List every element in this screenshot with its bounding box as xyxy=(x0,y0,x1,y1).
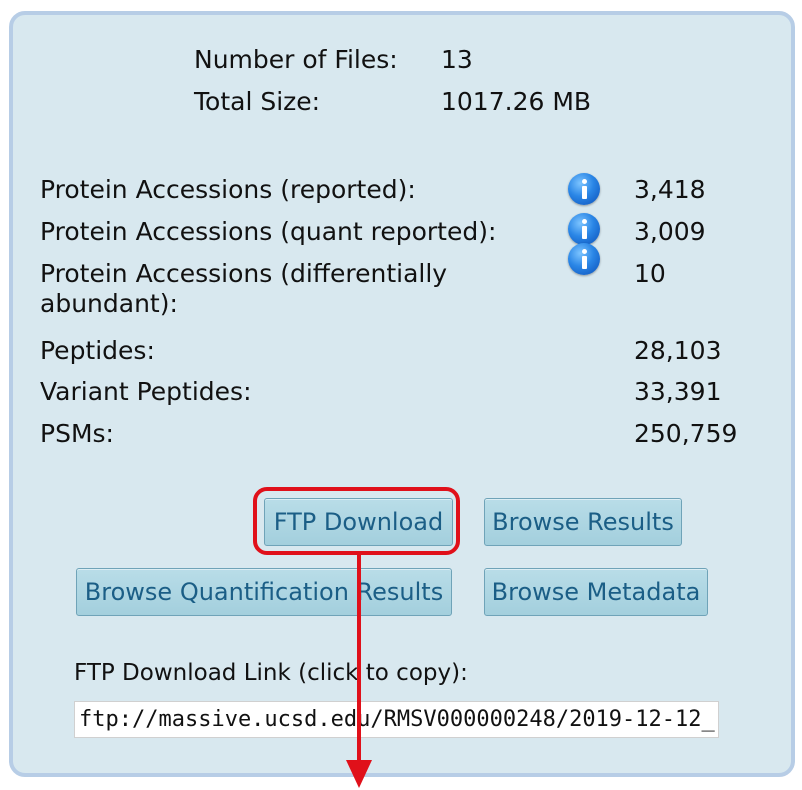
annotation-arrow-shaft xyxy=(357,552,361,762)
info-icon[interactable] xyxy=(568,173,600,205)
annotation-arrow-head xyxy=(346,760,372,788)
stat-value-protein-diff: 10 xyxy=(634,259,666,288)
ftp-link-field[interactable]: ftp://massive.ucsd.edu/RMSV000000248/201… xyxy=(74,701,719,738)
browse-quantification-results-button[interactable]: Browse Quantification Results xyxy=(76,568,452,616)
stat-label-psms: PSMs: xyxy=(40,419,114,448)
stat-label-protein-diff: Protein Accessions (differentially abund… xyxy=(40,259,448,318)
total-size-label: Total Size: xyxy=(194,87,321,116)
ftp-download-button[interactable]: FTP Download xyxy=(264,498,453,546)
browse-results-button[interactable]: Browse Results xyxy=(484,498,682,546)
stat-value-psms: 250,759 xyxy=(634,419,738,448)
stat-value-peptides: 28,103 xyxy=(634,336,722,365)
stat-value-variant-peptides: 33,391 xyxy=(634,377,722,406)
dataset-summary-panel xyxy=(9,11,795,777)
files-count-label: Number of Files: xyxy=(194,45,398,74)
info-icon[interactable] xyxy=(568,243,600,275)
stat-value-protein-quant: 3,009 xyxy=(634,217,706,246)
stat-label-variant-peptides: Variant Peptides: xyxy=(40,377,252,406)
stat-label-protein-reported: Protein Accessions (reported): xyxy=(40,175,416,204)
ftp-link-label: FTP Download Link (click to copy): xyxy=(74,660,468,686)
browse-metadata-button[interactable]: Browse Metadata xyxy=(484,568,708,616)
stat-label-protein-quant: Protein Accessions (quant reported): xyxy=(40,217,497,246)
files-count-value: 13 xyxy=(441,45,473,74)
total-size-value: 1017.26 MB xyxy=(441,87,592,116)
stat-value-protein-reported: 3,418 xyxy=(634,175,706,204)
info-icon[interactable] xyxy=(568,213,600,245)
stat-label-peptides: Peptides: xyxy=(40,336,155,365)
